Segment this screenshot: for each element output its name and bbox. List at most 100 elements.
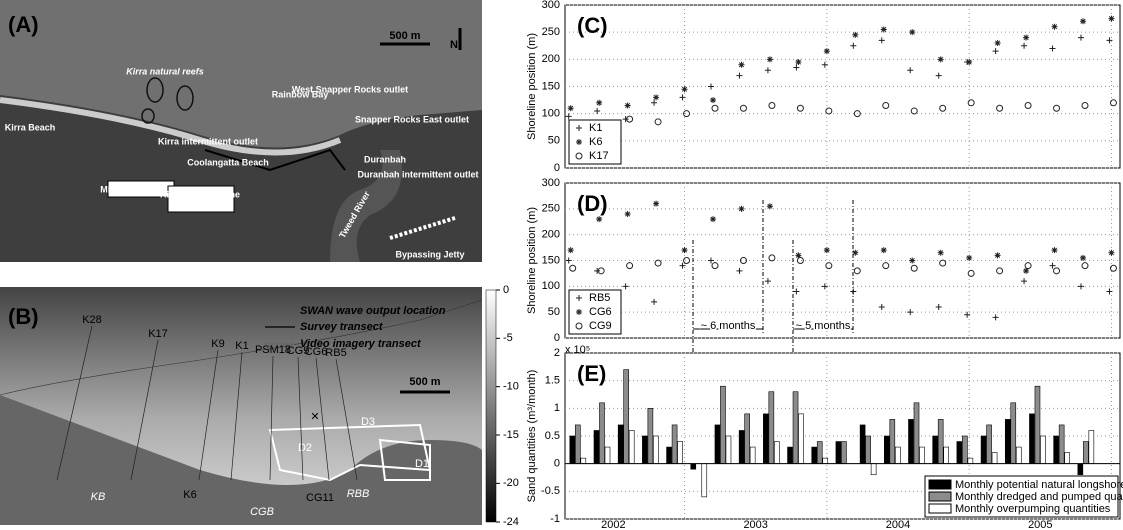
bar xyxy=(991,452,998,464)
bar xyxy=(677,441,683,464)
map-label: PSM18 xyxy=(255,344,291,356)
point xyxy=(823,48,830,55)
point xyxy=(910,107,918,115)
map-label: K28 xyxy=(82,314,102,326)
point xyxy=(882,262,890,270)
point xyxy=(764,67,771,74)
y-tick-label: 300 xyxy=(542,0,560,11)
plot-frame xyxy=(564,4,1121,169)
point xyxy=(576,295,582,301)
map-label: Kirra intermittent outlet xyxy=(158,136,258,146)
bar xyxy=(792,391,799,464)
legend-swatch xyxy=(928,503,952,514)
bar xyxy=(932,435,938,464)
bar xyxy=(725,435,732,464)
y-tick-label: 150 xyxy=(542,80,560,92)
north-label: N xyxy=(450,39,458,51)
point xyxy=(596,99,603,106)
bar xyxy=(895,446,901,464)
point xyxy=(679,262,686,269)
bar xyxy=(1058,424,1065,464)
legend-label: RB5 xyxy=(589,292,610,304)
colorbar-label: 0 xyxy=(503,284,509,296)
point xyxy=(764,278,771,285)
legend-label: CG6 xyxy=(589,306,612,318)
y-tick-label: 2 xyxy=(554,347,560,359)
legend-label: Monthly potential natural longshore drif… xyxy=(955,479,1123,491)
transect xyxy=(56,325,93,481)
point xyxy=(853,110,861,118)
legend-box xyxy=(924,475,1119,518)
bar xyxy=(738,430,745,464)
bar xyxy=(690,463,697,470)
colorbar-label: -20 xyxy=(503,477,519,489)
y-tick-label: 150 xyxy=(542,254,560,266)
point xyxy=(937,56,944,63)
bar xyxy=(1029,413,1035,464)
map-label: K1 xyxy=(235,340,248,352)
point xyxy=(992,48,999,55)
panel-label: (C) xyxy=(577,13,608,38)
panel-label: (B) xyxy=(8,304,39,329)
bar xyxy=(980,435,987,464)
y-tick-label: 0 xyxy=(554,458,560,470)
point xyxy=(565,257,572,264)
point xyxy=(967,99,975,107)
bar xyxy=(666,446,672,464)
bar xyxy=(580,457,587,464)
bar xyxy=(593,430,600,464)
point xyxy=(878,304,885,310)
point xyxy=(711,262,719,270)
map-label: KB xyxy=(91,491,106,503)
point xyxy=(1081,262,1089,270)
bar xyxy=(1077,463,1084,476)
bar xyxy=(835,441,842,464)
point xyxy=(651,298,658,305)
map-label: Rainbow Bay xyxy=(272,89,329,99)
point xyxy=(996,104,1004,112)
point xyxy=(878,37,885,44)
point xyxy=(736,72,743,79)
point xyxy=(654,118,662,126)
point xyxy=(575,152,583,160)
point xyxy=(1023,34,1030,41)
point xyxy=(679,94,686,101)
panel-label: (A) xyxy=(8,12,39,37)
bar xyxy=(1004,419,1011,464)
point xyxy=(1081,102,1089,110)
y-tick-label: 100 xyxy=(542,280,560,292)
point xyxy=(1078,283,1084,290)
point xyxy=(569,264,577,272)
point xyxy=(1024,262,1032,270)
point xyxy=(964,311,971,318)
bar xyxy=(763,413,769,464)
bar xyxy=(720,385,726,464)
bar xyxy=(822,457,829,464)
bar xyxy=(884,435,890,464)
label-box xyxy=(167,185,235,213)
point xyxy=(796,104,804,112)
map-label: D3 xyxy=(361,416,375,428)
map-label: K6 xyxy=(183,489,196,501)
point xyxy=(683,257,691,264)
bar xyxy=(1015,446,1022,464)
x-tick-label: 2004 xyxy=(886,519,910,530)
y-tick-label: -1 xyxy=(550,513,560,525)
point xyxy=(711,104,719,112)
colorbar-label: -5 xyxy=(503,332,513,344)
map-label: CGB xyxy=(250,506,274,518)
x-tick-label: 2002 xyxy=(601,519,625,530)
bar xyxy=(889,419,896,464)
transect xyxy=(230,351,243,481)
point xyxy=(681,247,688,254)
y-tick-label: 1 xyxy=(554,402,560,414)
y-tick-label: 50 xyxy=(548,135,560,147)
point xyxy=(1109,99,1117,107)
y-tick-label: -0.5 xyxy=(541,485,560,497)
bar xyxy=(647,408,654,464)
colorbar-label: -15 xyxy=(503,429,519,441)
bar xyxy=(937,419,944,464)
point xyxy=(766,203,773,210)
point xyxy=(1108,15,1115,22)
